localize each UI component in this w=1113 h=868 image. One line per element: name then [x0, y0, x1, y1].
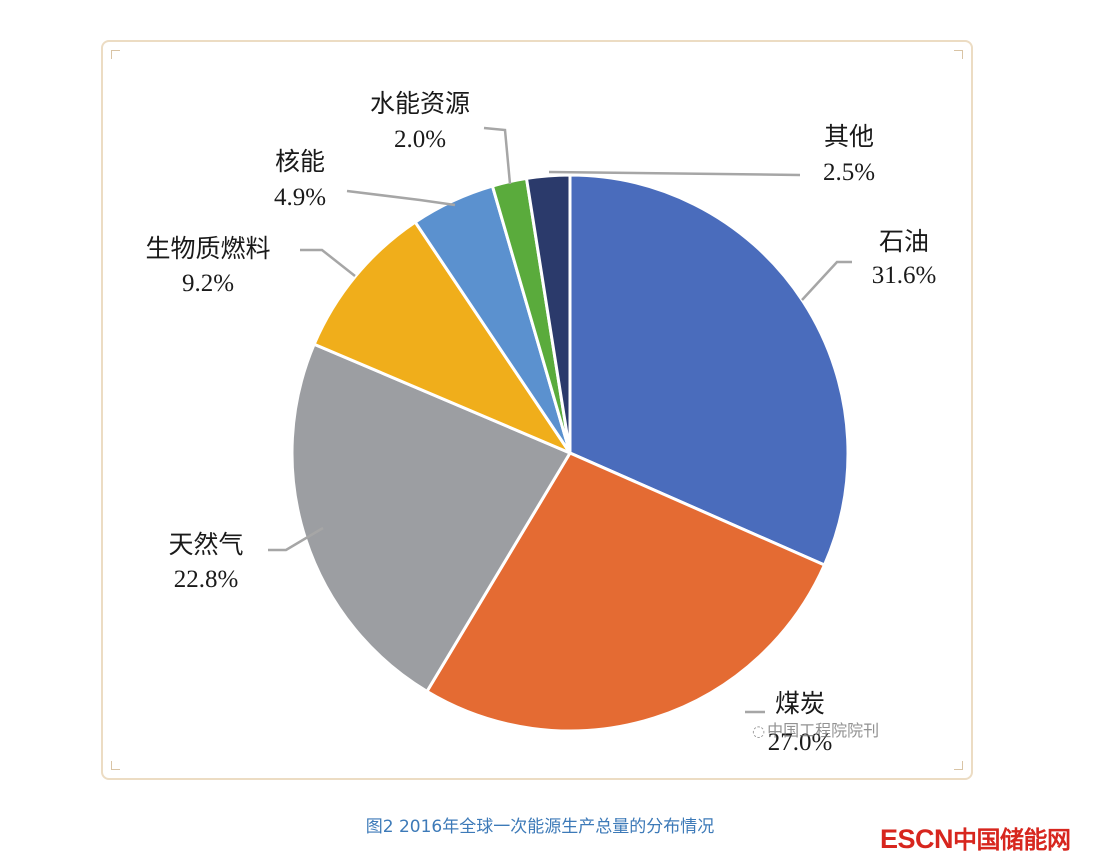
leader-line — [268, 526, 324, 552]
leader-line — [801, 260, 852, 301]
wechat-icon: ◌ — [752, 722, 766, 740]
pie-slice — [425, 451, 826, 733]
pie-slice — [568, 173, 850, 567]
slice-name-label: 生物质燃料 — [145, 234, 270, 263]
frame-corner — [111, 50, 120, 59]
slice-value-label: 2.0% — [394, 126, 446, 153]
leader-line — [483, 126, 512, 185]
figure-caption: 图2 2016年全球一次能源生产总量的分布情况 — [365, 817, 715, 837]
frame-corner — [954, 761, 963, 770]
slice-value-label: 4.9% — [274, 184, 326, 211]
logo-cn: 中国储能网 — [953, 826, 1071, 854]
slice-value-label: 31.6% — [872, 262, 937, 289]
slice-value-label: 27.0% — [768, 729, 833, 756]
pie-labels: 石油 31.6% 煤炭 27.0% 天然气 22.8% 生物质燃料 9.2% 核能 4.9% 水能资… — [145, 89, 936, 756]
slice-name-label: 石油 — [879, 227, 929, 256]
slice-name-label: 煤炭 — [775, 689, 825, 718]
frame-corner — [111, 761, 120, 770]
slice-name-label: 天然气 — [168, 530, 243, 559]
escn-logo: ESCN中国储能网 — [880, 820, 1071, 855]
leader-line — [300, 248, 356, 277]
chart-frame — [101, 40, 973, 780]
slice-value-label: 2.5% — [823, 159, 875, 186]
pie-chart: 石油 31.6% 煤炭 27.0% 天然气 22.8% 生物质燃料 9.2% 核能 4.9% 水能资… — [145, 89, 936, 756]
slice-value-label: 22.8% — [174, 566, 239, 593]
logo-latin: ESCN — [880, 824, 954, 854]
pie-slice — [525, 173, 572, 455]
leader-line — [346, 189, 456, 207]
pie-slices — [290, 173, 850, 733]
leader-line — [548, 170, 801, 177]
slice-value-label: 9.2% — [182, 270, 234, 297]
pie-slice — [312, 220, 572, 455]
watermark-text: 中国工程院院刊 — [767, 721, 880, 740]
watermark: ◌ 中国工程院院刊 — [752, 717, 879, 741]
frame-corner — [954, 50, 963, 59]
slice-name-label: 水能资源 — [370, 89, 470, 118]
slice-name-label: 核能 — [275, 147, 325, 176]
slice-name-label: 其他 — [824, 122, 874, 151]
